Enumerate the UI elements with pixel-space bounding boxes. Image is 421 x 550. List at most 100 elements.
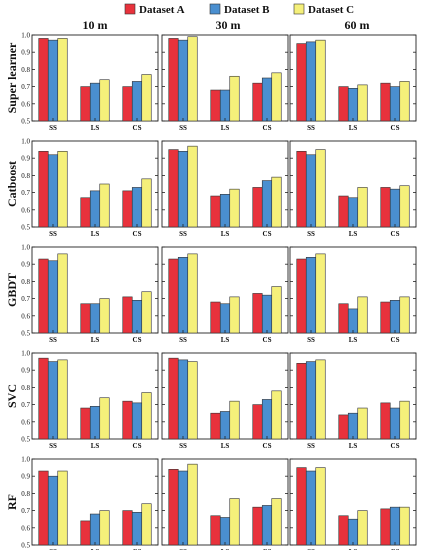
x-tick-label-ss: SS	[49, 336, 57, 344]
y-tick-label: 1.0	[21, 32, 30, 40]
bar-dataset-b-cs	[389, 300, 401, 334]
x-tick-label-ss: SS	[179, 230, 187, 238]
y-tick-label: 0.7	[21, 401, 30, 409]
panel-catboost-30-m: SS LS CS	[161, 140, 289, 238]
x-tick-label-ls: LS	[221, 548, 230, 550]
x-tick-label-cs: CS	[263, 336, 272, 344]
bar-dataset-c-ss	[57, 470, 68, 546]
bar-dataset-c-ss	[57, 253, 68, 334]
bar-dataset-a-ls	[210, 515, 221, 546]
panel-rf-30-m: SS LS CS	[161, 458, 289, 550]
y-tick-label: 0.9	[21, 367, 30, 375]
bar-dataset-a-cs	[252, 187, 263, 228]
x-tick-label-ls: LS	[221, 336, 230, 344]
y-tick-label: 0.7	[21, 83, 30, 91]
bar-dataset-b-ls	[89, 406, 101, 440]
bar-dataset-c-ss	[315, 39, 326, 122]
x-tick-label-ls: LS	[221, 442, 230, 450]
x-tick-label-ss: SS	[49, 124, 57, 132]
x-tick-label-ss: SS	[49, 548, 57, 550]
bar-dataset-c-cs	[271, 498, 282, 546]
bar-dataset-c-cs	[399, 296, 410, 334]
bar-dataset-c-ls	[229, 188, 240, 228]
panel-rf-60-m: SS LS CS	[289, 458, 417, 550]
bar-dataset-c-cs	[271, 390, 282, 440]
panel-super-learner-10-m: 0.5 0.6 0.7 0.8 0.9 1.0 SS LS CS	[21, 32, 159, 132]
legend-label-dataset-b: Dataset B	[224, 4, 270, 16]
bar-dataset-a-ss	[38, 470, 49, 546]
y-tick-label: 0.9	[21, 49, 30, 57]
bar-dataset-a-cs	[252, 82, 263, 122]
bar-dataset-b-ls	[219, 89, 231, 122]
x-tick-label-ls: LS	[91, 230, 100, 238]
legend-swatch-dataset-b	[209, 3, 221, 15]
bar-dataset-c-ls	[229, 498, 240, 546]
x-tick-label-ss: SS	[307, 230, 315, 238]
bar-dataset-c-ss	[315, 359, 326, 440]
bar-dataset-a-cs	[252, 404, 263, 440]
column-title-60m: 60 m	[345, 18, 370, 32]
bar-dataset-a-ss	[296, 258, 307, 334]
bar-dataset-c-ss	[187, 36, 198, 122]
panel-gbdt-30-m: SS LS CS	[161, 246, 289, 344]
bar-dataset-a-ss	[296, 151, 307, 228]
bar-dataset-c-ls	[229, 75, 240, 122]
bar-dataset-b-ls	[89, 303, 101, 334]
panel-catboost-60-m: SS LS CS	[289, 140, 417, 238]
bar-dataset-b-ss	[177, 151, 189, 228]
row-title-svc: SVC	[5, 384, 19, 408]
x-tick-label-cs: CS	[391, 124, 400, 132]
bar-dataset-c-ls	[99, 183, 110, 228]
bar-dataset-a-cs	[380, 402, 391, 440]
bar-dataset-c-ls	[357, 510, 368, 546]
x-tick-label-ss: SS	[307, 548, 315, 550]
bar-dataset-b-ss	[47, 154, 59, 228]
bar-dataset-c-cs	[399, 400, 410, 440]
y-tick-label: 0.6	[21, 312, 30, 320]
legend-label-dataset-a: Dataset A	[139, 4, 185, 16]
y-tick-label: 0.8	[21, 384, 30, 392]
bar-dataset-b-ss	[177, 359, 189, 440]
bar-dataset-c-cs	[141, 291, 152, 334]
x-tick-label-ls: LS	[91, 336, 100, 344]
row-title-rf: RF	[5, 494, 19, 510]
bar-dataset-a-ls	[338, 303, 349, 334]
x-tick-label-ls: LS	[349, 548, 358, 550]
y-tick-label: 0.6	[21, 524, 30, 532]
bar-dataset-a-cs	[380, 187, 391, 228]
bar-dataset-c-ss	[315, 467, 326, 546]
bar-dataset-a-cs	[122, 400, 133, 440]
x-tick-label-ss: SS	[179, 442, 187, 450]
x-tick-label-ls: LS	[91, 124, 100, 132]
panel-rf-10-m: 0.5 0.6 0.7 0.8 0.9 1.0 SS LS CS	[21, 456, 159, 550]
bar-dataset-b-ss	[305, 154, 317, 228]
bar-dataset-a-cs	[252, 293, 263, 334]
bar-dataset-c-ss	[57, 151, 68, 228]
bar-dataset-a-ss	[168, 258, 179, 334]
row-titles: Super learner Catboost GBDT SVC RF	[5, 42, 19, 510]
y-tick-label: 0.8	[21, 278, 30, 286]
bar-dataset-b-cs	[131, 81, 143, 122]
bar-dataset-b-ls	[347, 88, 359, 122]
bar-dataset-a-ss	[296, 363, 307, 440]
x-tick-label-ss: SS	[307, 336, 315, 344]
bar-dataset-b-cs	[131, 300, 143, 334]
bar-dataset-a-cs	[252, 506, 263, 546]
bar-dataset-b-ss	[47, 260, 59, 334]
x-tick-label-ss: SS	[307, 442, 315, 450]
bar-dataset-b-ls	[347, 412, 359, 440]
bar-dataset-b-ls	[89, 513, 101, 546]
x-tick-label-ss: SS	[49, 442, 57, 450]
x-tick-label-cs: CS	[133, 336, 142, 344]
bar-dataset-c-cs	[141, 74, 152, 122]
bar-dataset-a-cs	[380, 301, 391, 334]
x-tick-label-cs: CS	[391, 442, 400, 450]
bar-dataset-a-ls	[210, 195, 221, 228]
bar-dataset-a-ss	[168, 38, 179, 122]
panel-catboost-10-m: 0.5 0.6 0.7 0.8 0.9 1.0 SS LS CS	[21, 138, 159, 238]
bar-dataset-c-ss	[57, 359, 68, 440]
bar-dataset-c-ss	[57, 38, 68, 122]
bar-dataset-a-ss	[168, 149, 179, 228]
bar-dataset-b-ss	[305, 470, 317, 546]
bar-dataset-c-ss	[187, 463, 198, 546]
